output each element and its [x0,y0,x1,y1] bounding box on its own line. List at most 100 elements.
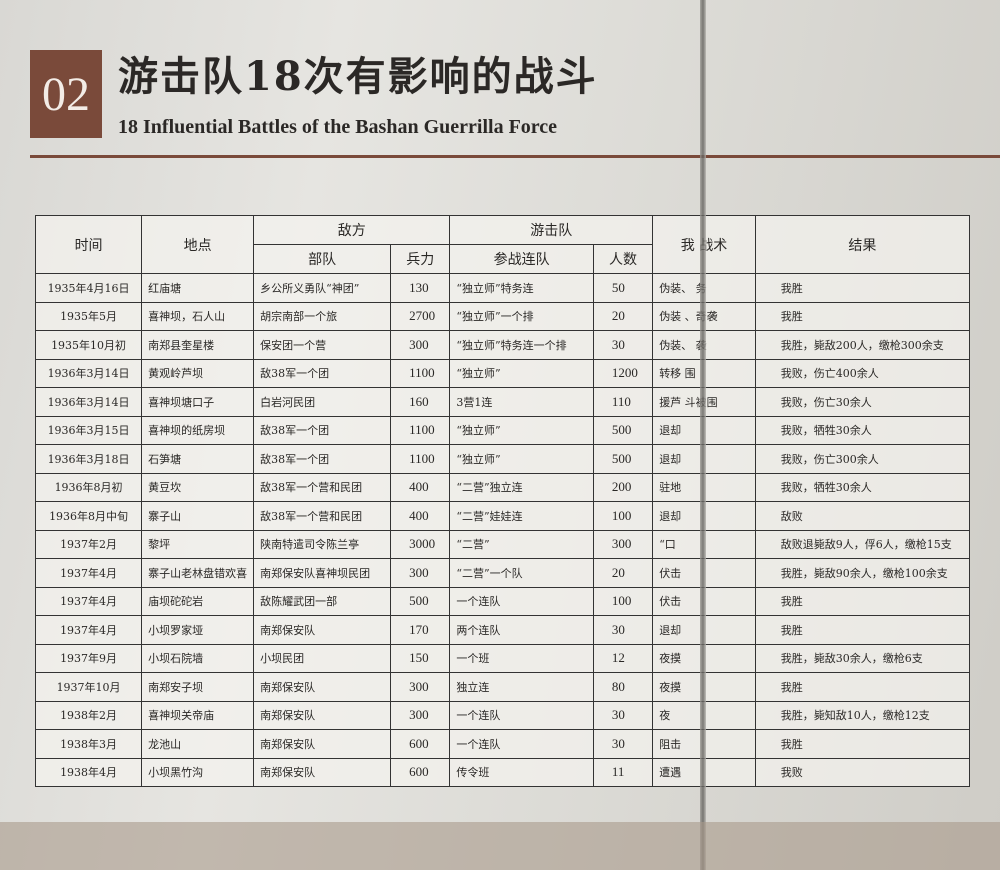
table-row: 1936年8月初 黄豆坎 敌38军一个营和民团 400 “二营”独立连 200 驻地 我败，牺… [34,472,971,502]
cell-guerrilla-unit: “独立师”一个排 [449,301,594,331]
table-row: 1938年2月 喜神坝关帝庙 南郑保安队 300 一个连队 30 夜我胜，毙知敌10人，缴枪… [34,700,971,730]
cell-time: 1938年3月 [34,729,143,759]
cell-guerrilla-count: 1200 [592,358,654,388]
header-enemy: 敌方 [253,215,451,245]
cell-time: 1935年4月16日 [34,273,143,303]
panel-title: 游击队18次有影响的战斗 [118,53,598,100]
table-row: 1936年3月15日 喜神坝的纸房坝 敌38军一个团 1100 “独立师” 500 退却 我败… [34,415,971,445]
cell-enemy-unit: 敌38军一个团 [253,415,392,445]
cell-guerrilla-unit: 一个连队 [449,729,594,759]
cell-enemy-strength: 600 [390,729,451,759]
cell-enemy-unit: 南郑保安队 [253,700,392,730]
cell-enemy-unit: 南郑保安队 [253,757,392,787]
cell-place: 龙池山 [141,729,255,759]
cell-time: 1937年9月 [34,643,143,673]
glass-panel-seam [700,0,706,870]
cell-time: 1938年2月 [34,700,143,730]
table-row: 1938年3月 龙池山 南郑保安队 600 一个连队 30 阻击 我胜 [34,729,971,759]
cell-result: 我胜，毙敌30余人，缴枪6支 [754,643,971,673]
cell-time: 1937年2月 [34,529,143,559]
table-row: 1936年3月14日 喜神坝塘口子 白岩河民团 160 3营1连 110 援芦 斗被围 我败，… [34,387,971,417]
cell-place: 黎坪 [141,529,255,559]
display-base [0,822,1000,870]
cell-result: 我胜，毙敌90余人，缴枪100余支 [754,558,971,588]
cell-guerrilla-unit: “独立师” [449,415,594,445]
cell-guerrilla-count: 300 [592,529,654,559]
table-row: 1936年3月14日 黄观岭芦坝 敌38军一个团 1100 “独立师” 1200 转移 围我… [34,358,971,388]
cell-guerrilla-unit: “独立师” [449,358,594,388]
cell-enemy-unit: 敌38军一个团 [253,444,392,474]
table-row: 1937年4月 小坝罗家垭 南郑保安队 170 两个连队 30 退却 我胜 [34,615,971,645]
cell-guerrilla-unit: “独立师”特务连 [449,273,594,303]
cell-place: 黄观岭芦坝 [141,358,255,388]
cell-enemy-unit: 敌陈耀武团一部 [253,586,392,616]
cell-guerrilla-count: 500 [592,415,654,445]
header-row-1: 时间 地点 敌方 游击队 我 战术 结果 [34,215,971,274]
cell-result: 敌败 [754,501,971,531]
table-row: 1938年4月 小坝黑竹沟 南郑保安队 600 传令班 11 遭遇 我败 [34,757,971,787]
cell-place: 黄豆坎 [141,472,255,502]
header-place: 地点 [141,215,255,274]
cell-time: 1937年4月 [34,558,143,588]
cell-enemy-unit: 南郑保安队 [253,672,392,702]
cell-enemy-unit: 敌38军一个营和民团 [253,472,392,502]
table-row: 1937年9月 小坝石院墙 小坝民团 150 一个班 12 夜摸 我胜，毙敌30余人，缴枪6支 [34,643,971,673]
cell-guerrilla-count: 500 [592,444,654,474]
header-enemy-unit: 部队 [253,244,392,274]
cell-enemy-unit: 敌38军一个营和民团 [253,501,392,531]
cell-guerrilla-unit: 一个连队 [449,700,594,730]
cell-enemy-unit: 南郑保安队 [253,615,392,645]
cell-time: 1936年3月15日 [34,415,143,445]
header-guerrilla-count: 人数 [592,244,654,274]
table-row: 1935年10月初 南郑县奎星楼 保安团一个营 300 “独立师”特务连一个排 30 伪装、… [34,330,971,360]
table-row: 1936年8月中旬 寨子山 敌38军一个营和民团 400 “二营”娃娃连 100 退却 敌败 [34,501,971,531]
cell-place: 小坝罗家垭 [141,615,255,645]
cell-enemy-unit: 南郑保安队喜神坝民团 [253,558,392,588]
table-row: 1937年4月 寨子山老林盘错欢喜 南郑保安队喜神坝民团 300 “二营”一个队 20 伏击… [34,558,971,588]
title-divider [30,155,1000,158]
header-result: 结果 [754,215,971,274]
cell-enemy-strength: 500 [390,586,451,616]
cell-result: 我胜 [754,273,971,303]
cell-result: 我败，牺牲30余人 [754,415,971,445]
cell-enemy-strength: 170 [390,615,451,645]
cell-result: 我胜 [754,672,971,702]
cell-guerrilla-count: 100 [592,586,654,616]
cell-time: 1936年8月初 [34,472,143,502]
cell-enemy-unit: 小坝民团 [253,643,392,673]
cell-enemy-strength: 600 [390,757,451,787]
cell-enemy-unit: 保安团一个营 [253,330,392,360]
cell-guerrilla-count: 80 [592,672,654,702]
cell-place: 喜神坝塘口子 [141,387,255,417]
cell-result: 我胜，毙敌200人，缴枪300余支 [754,330,971,360]
cell-guerrilla-unit: “二营”一个队 [449,558,594,588]
cell-enemy-strength: 150 [390,643,451,673]
cell-result: 我胜 [754,729,971,759]
cell-time: 1936年3月18日 [34,444,143,474]
cell-guerrilla-unit: “二营”独立连 [449,472,594,502]
cell-result: 我胜 [754,615,971,645]
cell-enemy-strength: 1100 [390,358,451,388]
cell-result: 我败，伤亡30余人 [754,387,971,417]
table-row: 1935年5月 喜神坝，石人山 胡宗南部一个旅 2700 “独立师”一个排 20 伪装 、奇… [34,301,971,331]
cell-time: 1937年4月 [34,615,143,645]
cell-time: 1937年10月 [34,672,143,702]
cell-enemy-strength: 300 [390,700,451,730]
cell-enemy-strength: 400 [390,472,451,502]
cell-enemy-strength: 1100 [390,444,451,474]
cell-guerrilla-count: 20 [592,301,654,331]
cell-result: 我败，伤亡400余人 [754,358,971,388]
cell-result: 我败，伤亡300余人 [754,444,971,474]
cell-guerrilla-unit: 独立连 [449,672,594,702]
cell-time: 1936年3月14日 [34,387,143,417]
cell-guerrilla-unit: 3营1连 [449,387,594,417]
cell-place: 南郑安子坝 [141,672,255,702]
cell-time: 1935年10月初 [34,330,143,360]
cell-result: 敌败退毙敌9人，俘6人，缴枪15支 [754,529,971,559]
table-row: 1937年10月 南郑安子坝 南郑保安队 300 独立连 80 夜摸 我胜 [34,672,971,702]
header-row-2: 部队 兵力 参战连队 人数 [36,244,970,274]
cell-place: 喜神坝关帝庙 [141,700,255,730]
cell-guerrilla-unit: “独立师”特务连一个排 [449,330,594,360]
cell-guerrilla-unit: 传令班 [449,757,594,787]
cell-enemy-strength: 3000 [390,529,451,559]
